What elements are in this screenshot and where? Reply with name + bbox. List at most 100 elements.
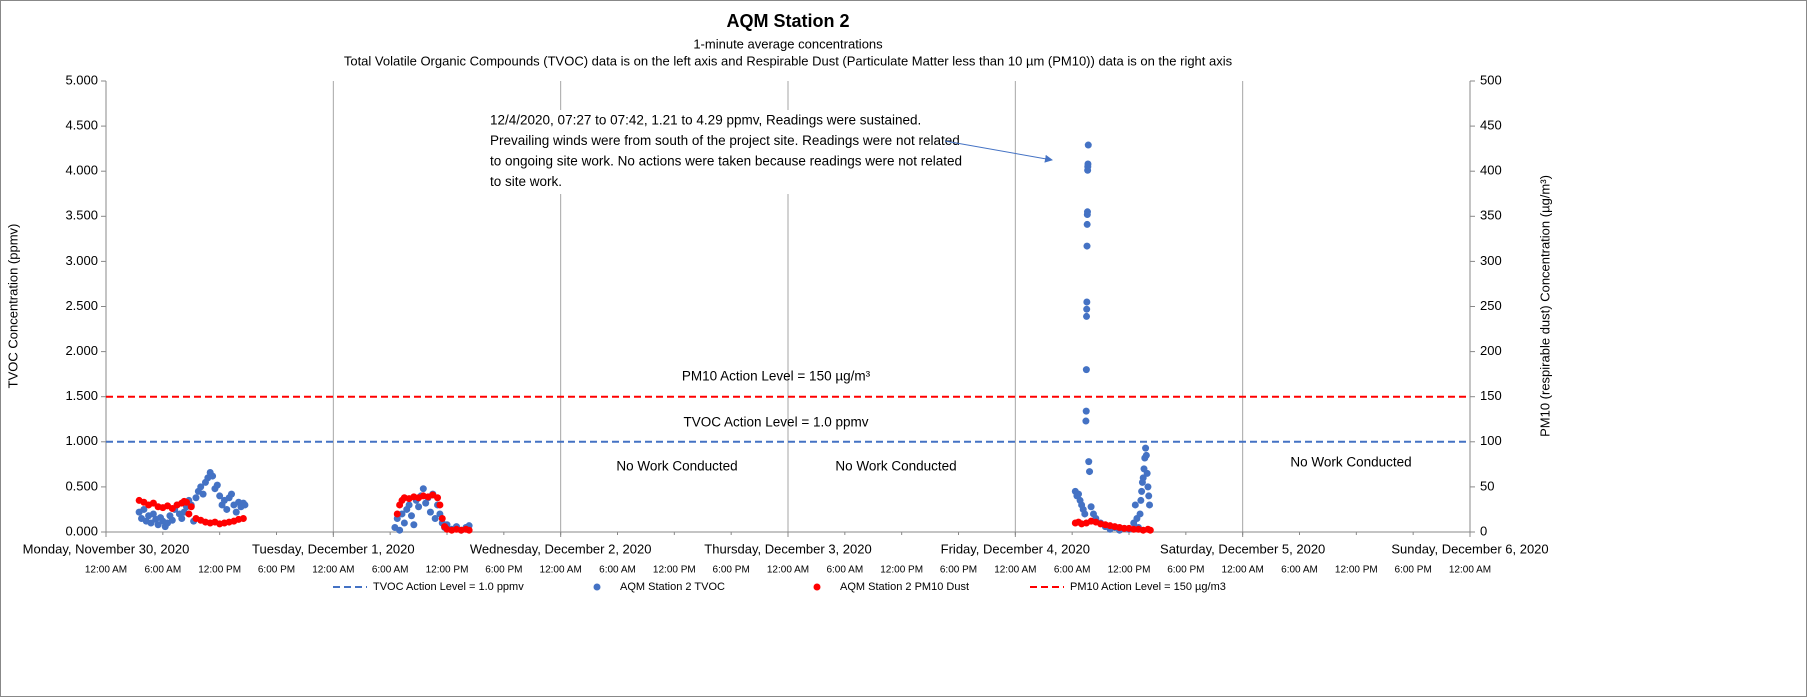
y-tick-label: 1.500 xyxy=(65,388,98,403)
data-point xyxy=(149,510,157,518)
data-point xyxy=(410,521,418,529)
legend-label: PM10 Action Level = 150 µg/m3 xyxy=(1070,581,1226,593)
x-tick-label: Friday, December 4, 2020 xyxy=(941,541,1090,556)
data-point xyxy=(1084,160,1092,168)
y2-tick-label: 350 xyxy=(1480,208,1502,223)
data-point xyxy=(154,521,162,529)
x-minor-tick-label: 6:00 AM xyxy=(372,565,409,576)
data-point xyxy=(436,501,444,509)
data-point xyxy=(187,503,195,511)
x-minor-tick-label: 12:00 PM xyxy=(198,565,241,576)
y2-tick-label: 200 xyxy=(1480,343,1502,358)
data-point xyxy=(422,499,430,507)
legend-swatch xyxy=(593,583,601,591)
legend-label: AQM Station 2 PM10 Dust xyxy=(840,581,969,593)
x-minor-tick-label: 12:00 PM xyxy=(653,565,696,576)
data-point xyxy=(1083,242,1091,250)
data-point xyxy=(183,498,191,506)
data-point xyxy=(1084,141,1092,149)
data-point xyxy=(1137,496,1145,504)
data-point xyxy=(199,490,207,498)
annotation: No Work Conducted xyxy=(1290,455,1411,470)
x-minor-tick-label: 12:00 AM xyxy=(994,565,1036,576)
data-point xyxy=(178,514,186,522)
x-tick-label: Saturday, December 5, 2020 xyxy=(1160,541,1325,556)
data-point xyxy=(465,526,473,534)
data-point xyxy=(1142,451,1150,459)
data-point xyxy=(1138,487,1146,495)
y2-tick-label: 300 xyxy=(1480,253,1502,268)
x-minor-tick-label: 6:00 AM xyxy=(1054,565,1091,576)
data-point xyxy=(228,490,236,498)
y-tick-label: 4.000 xyxy=(65,163,98,178)
y-tick-label: 0.500 xyxy=(65,478,98,493)
x-minor-tick-label: 12:00 AM xyxy=(540,565,582,576)
y2-tick-label: 50 xyxy=(1480,478,1494,493)
data-point xyxy=(1146,501,1154,509)
x-tick-label: Wednesday, December 2, 2020 xyxy=(470,541,652,556)
annotation: Prevailing winds were from south of the … xyxy=(490,133,960,148)
x-minor-tick-label: 12:00 PM xyxy=(426,565,469,576)
data-point xyxy=(1083,305,1091,313)
data-point xyxy=(223,505,231,513)
y-tick-label: 0.000 xyxy=(65,523,98,538)
x-minor-tick-label: 12:00 PM xyxy=(880,565,923,576)
y-tick-label: 3.500 xyxy=(65,208,98,223)
data-point xyxy=(1082,407,1090,415)
data-point xyxy=(1082,366,1090,374)
y2-tick-label: 450 xyxy=(1480,118,1502,133)
annotation: PM10 Action Level = 150 µg/m³ xyxy=(682,369,871,384)
data-point xyxy=(400,519,408,527)
data-point xyxy=(192,494,200,502)
x-tick-label: Monday, November 30, 2020 xyxy=(23,541,190,556)
legend-label: AQM Station 2 TVOC xyxy=(620,581,725,593)
data-point xyxy=(438,514,446,522)
data-point xyxy=(1143,469,1151,477)
y2-tick-label: 150 xyxy=(1480,388,1502,403)
y2-tick-label: 100 xyxy=(1480,433,1502,448)
x-minor-tick-label: 12:00 AM xyxy=(85,565,127,576)
data-point xyxy=(1085,458,1093,466)
x-minor-tick-label: 12:00 PM xyxy=(1335,565,1378,576)
x-minor-tick-label: 6:00 AM xyxy=(144,565,181,576)
x-minor-tick-label: 6:00 PM xyxy=(940,565,977,576)
x-minor-tick-label: 6:00 AM xyxy=(599,565,636,576)
annotation: to site work. xyxy=(490,174,562,189)
data-point xyxy=(419,485,427,493)
x-minor-tick-label: 6:00 PM xyxy=(258,565,295,576)
y-tick-label: 2.000 xyxy=(65,343,98,358)
data-point xyxy=(185,510,193,518)
annotation: No Work Conducted xyxy=(616,459,737,474)
x-tick-label: Tuesday, December 1, 2020 xyxy=(252,541,415,556)
y2-axis-label: PM10 (respirable dust) Concentration (µg… xyxy=(1537,175,1552,437)
data-point xyxy=(239,514,247,522)
data-point xyxy=(147,519,155,527)
annotation: TVOC Action Level = 1.0 ppmv xyxy=(684,415,869,430)
data-point xyxy=(407,512,415,520)
data-point xyxy=(1146,526,1154,534)
x-minor-tick-label: 12:00 AM xyxy=(767,565,809,576)
y-tick-label: 4.500 xyxy=(65,118,98,133)
data-point xyxy=(241,501,249,509)
data-point xyxy=(168,505,176,513)
x-minor-tick-label: 12:00 AM xyxy=(1222,565,1264,576)
legend-label: TVOC Action Level = 1.0 ppmv xyxy=(373,581,524,593)
annotation-arrow xyxy=(944,140,1053,163)
data-point xyxy=(1081,510,1089,518)
x-minor-tick-label: 12:00 AM xyxy=(312,565,354,576)
legend-swatch xyxy=(813,583,821,591)
data-point xyxy=(396,526,404,534)
data-point xyxy=(393,510,401,518)
data-point xyxy=(1145,492,1153,500)
data-point xyxy=(1087,503,1095,511)
data-point xyxy=(434,494,442,502)
x-tick-label: Thursday, December 3, 2020 xyxy=(704,541,871,556)
x-minor-tick-label: 12:00 PM xyxy=(1108,565,1151,576)
data-point xyxy=(216,492,224,500)
annotation: 12/4/2020, 07:27 to 07:42, 1.21 to 4.29 … xyxy=(490,113,921,128)
data-point xyxy=(415,503,423,511)
y2-tick-label: 500 xyxy=(1480,72,1502,87)
data-point xyxy=(1082,417,1090,425)
data-point xyxy=(232,508,240,516)
x-minor-tick-label: 12:00 AM xyxy=(1449,565,1491,576)
